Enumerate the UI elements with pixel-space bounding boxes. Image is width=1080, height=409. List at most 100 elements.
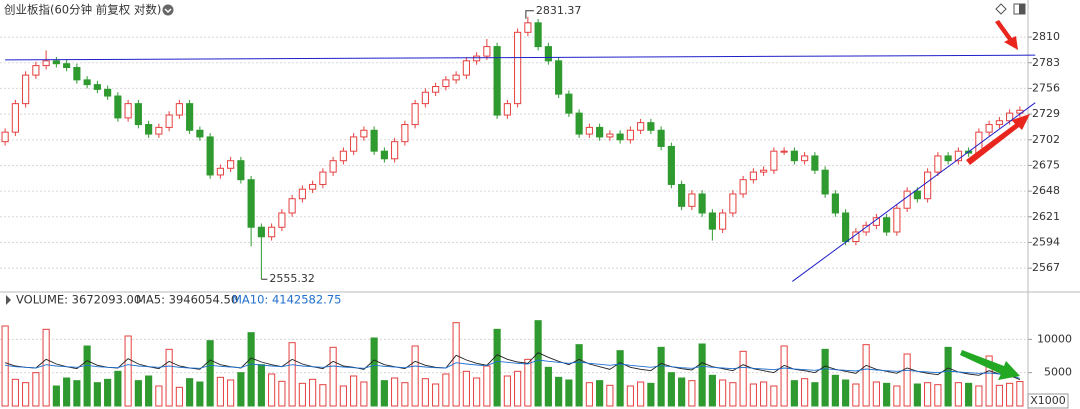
candle-body <box>216 167 224 176</box>
volume-bar <box>924 382 932 407</box>
candle-body <box>165 114 173 128</box>
volume-bar <box>319 384 327 407</box>
candle-body <box>647 122 655 131</box>
draw-icon[interactable] <box>995 3 1007 15</box>
candle-body <box>780 150 788 153</box>
candle-body <box>380 150 388 160</box>
title-menu-icon[interactable] <box>162 4 174 16</box>
candle-body <box>842 212 850 243</box>
candle-body <box>11 103 19 133</box>
candle-body <box>350 136 358 152</box>
candle-body <box>73 67 81 81</box>
volume-bar <box>42 328 50 407</box>
candle-body <box>175 103 183 116</box>
volume-bar <box>555 376 563 407</box>
candle-body <box>749 171 757 181</box>
trend-line <box>5 54 1036 61</box>
chart-title: 创业板指(60分钟 前复权 对数) <box>4 3 161 17</box>
volume-bar <box>206 340 214 407</box>
candle-body <box>32 65 40 76</box>
y-tick-label: 2810 <box>1032 30 1060 43</box>
candle-body <box>555 60 563 95</box>
title-menu-chevron <box>164 8 172 14</box>
candle-body <box>124 103 132 119</box>
candle-body <box>298 188 306 200</box>
volume-bar <box>995 384 1003 407</box>
candle-body <box>944 155 952 162</box>
candle-body <box>145 124 153 135</box>
volume-bar <box>975 385 983 407</box>
candle-body <box>688 193 696 207</box>
volume-bar <box>729 382 737 407</box>
volume-bar <box>268 373 276 407</box>
volume-bar <box>965 382 973 407</box>
candle-body <box>934 155 942 173</box>
volume-bar <box>134 380 142 407</box>
y-tick-label: 10000 <box>1037 332 1072 345</box>
candle-body <box>596 126 604 138</box>
volume-label: VOLUME: 3672093.00 <box>16 293 141 307</box>
volume-bar <box>913 383 921 407</box>
candle-body <box>309 183 317 190</box>
volume-bar <box>985 355 993 407</box>
volume-bar <box>565 379 573 407</box>
volume-bar <box>606 384 614 407</box>
volume-bar <box>708 374 716 407</box>
candle-body <box>534 22 542 48</box>
volume-bar <box>821 348 829 407</box>
volume-bar <box>52 385 60 407</box>
volume-bar <box>749 383 757 407</box>
candle-body <box>831 193 839 214</box>
volume-bar <box>83 345 91 407</box>
volume-bar <box>124 335 132 407</box>
candle-body <box>606 133 614 138</box>
candle-body <box>913 190 921 200</box>
candle-body <box>483 46 491 57</box>
volume-bar <box>360 381 368 407</box>
y-tick-label: 5000 <box>1044 366 1072 379</box>
volume-unit-label: X1000 <box>1030 394 1066 407</box>
candle-body <box>319 171 327 185</box>
candle-body <box>657 129 665 147</box>
volume-bar <box>145 375 153 407</box>
y-tick-label: 2675 <box>1032 158 1060 171</box>
red-arrow <box>966 114 1030 165</box>
candle-body <box>1006 112 1014 122</box>
volume-bar <box>831 374 839 407</box>
volume-bar <box>872 381 880 407</box>
candle-body <box>585 126 593 135</box>
green-arrow <box>960 350 1020 380</box>
volume-bar <box>288 342 296 407</box>
candle-body <box>401 124 409 143</box>
candle-body <box>1 131 9 143</box>
candle-body <box>257 226 265 238</box>
volume-bar <box>350 375 358 407</box>
trend-line <box>792 102 1036 282</box>
volume-bar <box>278 380 286 407</box>
candle-body <box>93 84 101 90</box>
candle-body <box>575 112 583 135</box>
volume-bar <box>524 358 532 407</box>
candle-body <box>493 46 501 116</box>
candle-body <box>114 95 122 119</box>
candle-body <box>237 160 245 181</box>
candle-body <box>729 193 737 214</box>
volume-bar <box>575 344 583 407</box>
y-tick-label: 2567 <box>1032 261 1060 274</box>
volume-bar <box>11 378 19 407</box>
candle-body <box>760 169 768 173</box>
volume-bar <box>442 373 450 407</box>
volume-bar <box>257 364 265 407</box>
volume-collapse-icon[interactable] <box>6 295 11 305</box>
candle-body <box>893 207 901 233</box>
volume-bar <box>585 382 593 407</box>
unit-box <box>1027 393 1069 409</box>
candle-body <box>462 60 470 76</box>
candle-body <box>985 124 993 133</box>
volume-bar <box>298 382 306 407</box>
candle-body <box>432 86 440 93</box>
min-annotation: 2555.32 <box>269 272 315 285</box>
volume-bar <box>114 370 122 407</box>
y-tick-label: 2702 <box>1032 133 1060 146</box>
candle-body <box>626 129 634 141</box>
